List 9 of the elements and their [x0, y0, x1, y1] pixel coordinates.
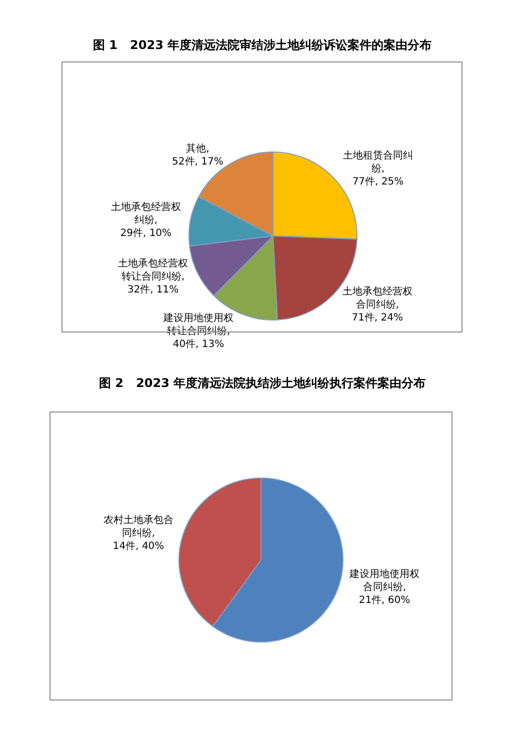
chart-title: 图 1 2023 年度清远法院审结涉土地纠纷诉讼案件的案由分布	[93, 38, 432, 52]
slice-label: 土地租赁合同纠纷, 77件, 25%	[342, 150, 413, 188]
slice-label: 土地承包经营权转让合同纠纷, 32件, 11%	[118, 257, 188, 296]
slice-label: 农村土地承包合同纠纷, 14件, 40%	[104, 514, 174, 552]
slice-label: 建设用地使用权合同纠纷, 21件, 60%	[348, 568, 420, 606]
slice-label: 其他, 52件, 17%	[172, 142, 224, 168]
slice-label: 土地承包经营权合同纠纷, 71件, 24%	[342, 285, 412, 324]
chart-title: 图 2 2023 年度清远法院执结涉土地纠纷执行案件案由分布	[99, 376, 426, 390]
slice-label: 土地承包经营权纠纷, 29件, 10%	[110, 201, 181, 240]
